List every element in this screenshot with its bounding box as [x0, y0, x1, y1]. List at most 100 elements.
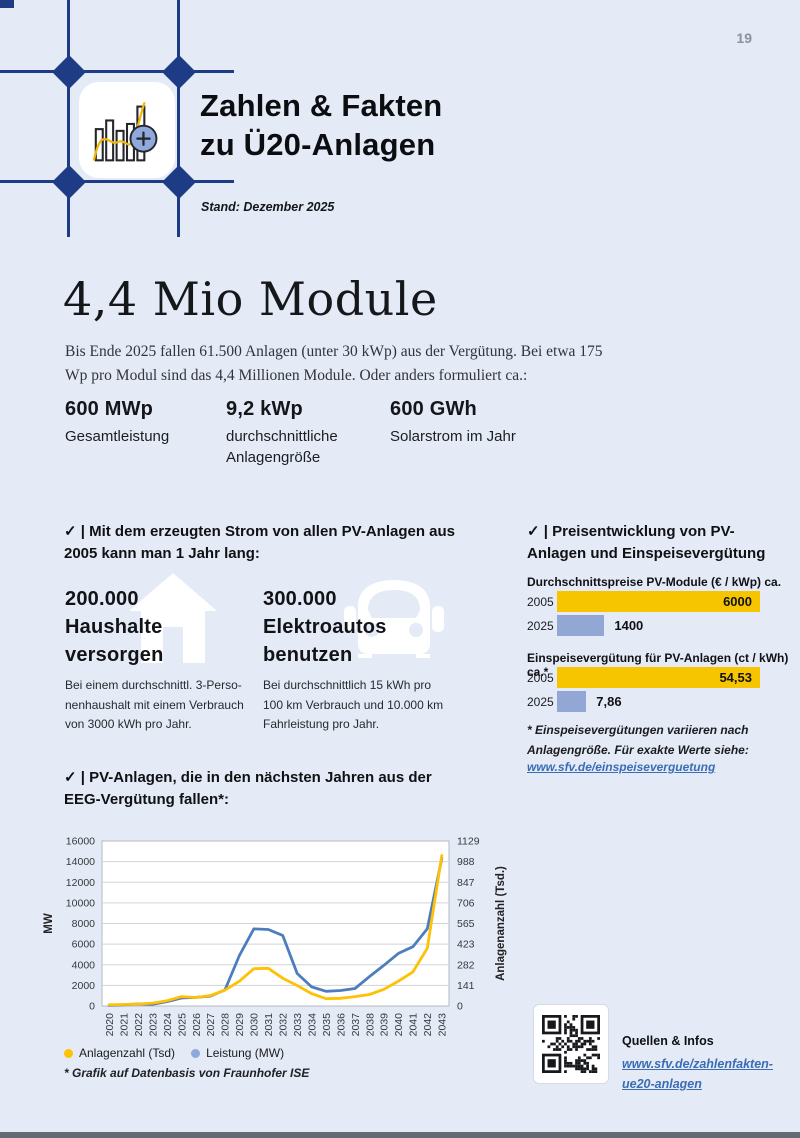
deco-vertical-line	[177, 0, 180, 237]
zahlenfakten-link[interactable]: www.sfv.de/zahlenfakten- ue20-anlagen	[622, 1057, 773, 1091]
svg-text:2038: 2038	[364, 1013, 376, 1037]
svg-text:2037: 2037	[350, 1013, 362, 1037]
chart-section-heading: ✓ | PV-Anlagen, die in den nächsten Jahr…	[64, 769, 432, 808]
price-chart2: 2005 54,53 2025 7,86	[527, 667, 760, 715]
legend-dot-yellow	[64, 1048, 73, 1058]
headline: 4,4 Mio Module	[63, 272, 438, 326]
svg-text:423: 423	[457, 939, 475, 951]
svg-text:6000: 6000	[72, 939, 96, 951]
bar-row: 2005 6000	[527, 591, 760, 612]
usage-cars-caption: Bei durchschnittlich 15 kWh pro 100 km V…	[263, 678, 444, 731]
check-icon: ✓ |	[527, 523, 548, 540]
stat-avg-size: 9,2 kWp durchschnittliche Anlagengröße	[226, 398, 338, 466]
usage-section-heading: ✓ | Mit dem erzeugten Strom von allen PV…	[64, 523, 456, 562]
svg-text:2025: 2025	[176, 1013, 188, 1037]
deco-vertical-line	[67, 0, 70, 237]
deco-horizontal-line	[0, 180, 234, 183]
svg-text:0: 0	[89, 1001, 95, 1013]
sources-link: www.sfv.de/zahlenfakten- ue20-anlagen	[622, 1054, 773, 1094]
svg-text:2042: 2042	[422, 1013, 434, 1037]
svg-text:2041: 2041	[408, 1013, 420, 1037]
deco-diamond	[52, 165, 86, 199]
bar-2005: 6000	[557, 591, 760, 612]
key-stats: 600 MWp Gesamtleistung 9,2 kWp durchschn…	[65, 398, 551, 468]
svg-text:2040: 2040	[393, 1013, 405, 1037]
svg-text:2030: 2030	[249, 1013, 261, 1037]
svg-text:2031: 2031	[263, 1013, 275, 1037]
bar-chart-plus-icon	[92, 102, 158, 162]
price-chart1-title: Durchschnittspreise PV-Module (€ / kWp) …	[527, 575, 782, 589]
svg-text:2000: 2000	[72, 980, 96, 992]
svg-text:2021: 2021	[118, 1013, 130, 1037]
legend-anlagenzahl: Anlagenzahl (Tsd)	[64, 1046, 175, 1060]
bar-row: 2025 1400	[527, 615, 760, 636]
bar-2025	[557, 615, 605, 636]
usage-households-caption: Bei einem durchschnittl. 3-Perso- nenhau…	[65, 678, 244, 731]
svg-text:706: 706	[457, 897, 475, 909]
svg-text:1129: 1129	[457, 836, 480, 848]
svg-text:141: 141	[457, 980, 475, 992]
deco-horizontal-line	[0, 70, 234, 73]
check-icon: ✓ |	[64, 523, 85, 540]
bar-row: 2025 7,86	[527, 691, 760, 712]
stat-total-power: 600 MWp Gesamtleistung	[65, 398, 170, 445]
title-line2: zu Ü20-Anlagen	[200, 127, 436, 162]
line-chart-canvas: 0 2000 4000 6000 8000 10000 12000 14000 16000 0 14…	[43, 836, 507, 1037]
svg-text:2023: 2023	[147, 1013, 159, 1037]
svg-text:847: 847	[457, 877, 475, 889]
sources-heading: Quellen & Infos	[622, 1034, 714, 1048]
svg-text:12000: 12000	[66, 877, 95, 889]
bar-row: 2005 54,53	[527, 667, 760, 688]
bar-2025	[557, 691, 587, 712]
svg-text:2035: 2035	[321, 1013, 333, 1037]
page-title: Zahlen & Fakten zu Ü20-Anlagen	[200, 86, 442, 164]
price-section-heading: ✓ | Preisentwicklung von PV- Anlagen und…	[527, 523, 766, 562]
intro-paragraph: Bis Ende 2025 fallen 61.500 Anlagen (unt…	[65, 343, 603, 384]
svg-text:2022: 2022	[133, 1013, 145, 1037]
bar-2005: 54,53	[557, 667, 760, 688]
deco-diamond	[52, 55, 86, 89]
svg-text:2032: 2032	[278, 1013, 290, 1037]
house-icon	[129, 573, 217, 663]
svg-text:2033: 2033	[292, 1013, 304, 1037]
price-chart2-title: Einspeisevergütung für PV-Anlagen (ct / …	[527, 651, 789, 679]
svg-text:2034: 2034	[306, 1013, 318, 1037]
legend-dot-blue	[191, 1048, 201, 1058]
page-number: 19	[736, 30, 752, 46]
svg-text:14000: 14000	[66, 856, 95, 868]
einspeiseverguetung-link[interactable]: www.sfv.de/einspeiseverguetung	[527, 760, 716, 774]
svg-text:565: 565	[457, 918, 475, 930]
date-stamp: Stand: Dezember 2025	[201, 200, 335, 214]
svg-text:2028: 2028	[220, 1013, 232, 1037]
page-bottom-bar	[0, 1132, 800, 1138]
svg-text:Anlagenanzahl (Tsd.): Anlagenanzahl (Tsd.)	[495, 866, 507, 981]
svg-text:2039: 2039	[379, 1013, 391, 1037]
title-line1: Zahlen & Fakten	[200, 88, 443, 123]
svg-text:2027: 2027	[205, 1013, 217, 1037]
svg-text:10000: 10000	[66, 897, 95, 909]
price-footnote: * Einspeisevergütungen variieren nach An…	[527, 723, 749, 757]
svg-text:16000: 16000	[66, 836, 95, 848]
qr-card	[533, 1004, 609, 1084]
check-icon: ✓ |	[64, 769, 85, 786]
chart-legend: Anlagenzahl (Tsd) Leistung (MW)	[64, 1046, 292, 1060]
svg-text:988: 988	[457, 856, 475, 868]
svg-text:4000: 4000	[72, 959, 96, 971]
eeg-line-chart: 0 2000 4000 6000 8000 10000 12000 14000 16000 0 14…	[30, 830, 522, 1048]
logo	[79, 82, 175, 178]
svg-text:282: 282	[457, 959, 475, 971]
svg-text:2029: 2029	[234, 1013, 246, 1037]
svg-text:2024: 2024	[162, 1013, 174, 1037]
usage-households-title: 200.000 Haushalte versorgen	[65, 588, 164, 666]
svg-text:2020: 2020	[104, 1013, 116, 1037]
deco-diamond	[162, 55, 196, 89]
legend-leistung: Leistung (MW)	[191, 1046, 284, 1060]
car-icon	[344, 580, 444, 658]
qr-code	[542, 1015, 600, 1073]
chart-footnote: * Grafik auf Datenbasis von Fraunhofer I…	[64, 1066, 310, 1080]
svg-text:2026: 2026	[191, 1013, 203, 1037]
stat-solar-power: 600 GWh Solarstrom im Jahr	[390, 398, 516, 445]
deco-corner-mark	[0, 0, 14, 8]
svg-text:2036: 2036	[335, 1013, 347, 1037]
